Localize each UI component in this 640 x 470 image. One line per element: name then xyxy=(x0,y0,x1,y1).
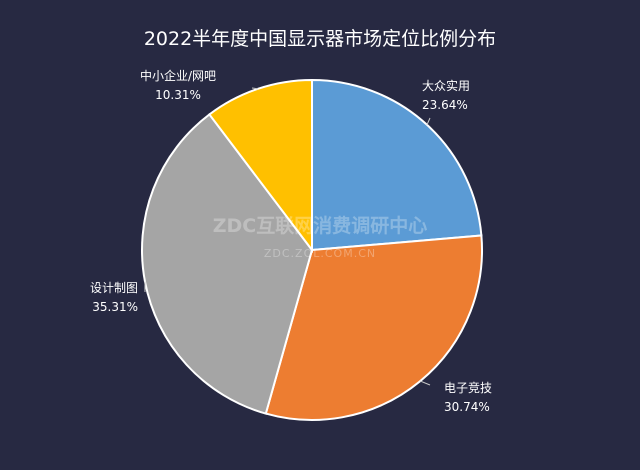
leader-line-0 xyxy=(426,117,431,125)
leader-line-1 xyxy=(420,380,431,386)
slice-label-0: 大众实用 xyxy=(422,78,470,93)
pie-slices xyxy=(141,78,483,421)
slice-labels: 大众实用 23.64% 电子竞技 30.74% 设计制图 35.31% 中小企业/网吧 10.… xyxy=(90,68,492,414)
watermark-sub: ZDC.ZOL.COM.CN xyxy=(264,247,376,260)
slice-value-1: 30.74% xyxy=(444,400,490,414)
slice-label-3: 中小企业/网吧 xyxy=(140,68,216,83)
pie-slice-2 xyxy=(141,113,314,415)
watermark: ZDC互联网消费调研中心 ZDC.ZOL.COM.CN xyxy=(213,214,428,260)
chart-title: 2022半年度中国显示器市场定位比例分布 xyxy=(143,28,497,50)
pie-slice-3 xyxy=(208,78,313,253)
slice-value-2: 35.31% xyxy=(92,300,138,314)
slice-label-2: 设计制图 xyxy=(90,281,138,295)
watermark-main: ZDC互联网消费调研中心 xyxy=(213,214,428,237)
leader-line-3 xyxy=(251,87,258,90)
slice-label-1: 电子竞技 xyxy=(444,381,492,395)
leader-lines xyxy=(144,87,431,386)
pie-slice-1 xyxy=(264,234,483,421)
slice-value-3: 10.31% xyxy=(155,88,201,102)
slice-value-0: 23.64% xyxy=(422,98,468,112)
